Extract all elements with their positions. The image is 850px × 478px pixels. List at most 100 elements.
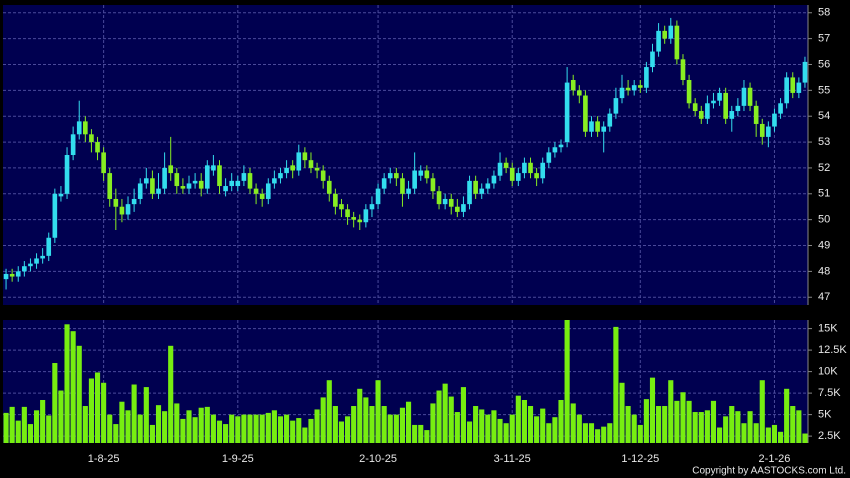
candle-body (387, 173, 393, 179)
volume-tick-label: 10K (818, 366, 838, 378)
volume-bar (76, 345, 82, 443)
candle-body (156, 188, 161, 194)
x-tick-label: 2-1-26 (759, 453, 791, 465)
candle-body (485, 183, 491, 189)
volume-bar (588, 423, 595, 443)
volume-bar (192, 417, 198, 443)
volume-bar (125, 410, 131, 443)
candle-body (412, 170, 417, 189)
candle-body (528, 162, 533, 174)
volume-bar (534, 416, 540, 443)
candle-body (70, 134, 76, 155)
candle-body (522, 162, 527, 174)
candle-body (28, 263, 33, 267)
volume-bar (94, 372, 101, 443)
candle-body (363, 209, 369, 223)
volume-bar (40, 399, 46, 443)
volume-bar (546, 423, 552, 443)
candle-body (180, 186, 186, 189)
y-tick-label: 48 (818, 265, 830, 277)
volume-bar (497, 418, 503, 443)
candle-body (101, 152, 106, 174)
candle-body (418, 170, 424, 176)
volume-bar (387, 414, 393, 443)
volume-bar (418, 424, 424, 443)
volume-bar (162, 411, 168, 443)
volume-bar (680, 392, 686, 443)
volume-bar (64, 324, 70, 443)
volume-panel (3, 320, 808, 443)
volume-bar (210, 414, 216, 443)
candle-body (400, 178, 405, 194)
candle-body (150, 178, 155, 194)
volume-bar (58, 390, 64, 443)
volume-bar (46, 415, 52, 443)
candle-body (595, 121, 600, 132)
volume-bar (381, 406, 387, 443)
candle-body (540, 162, 546, 179)
y-tick-label: 55 (818, 84, 830, 96)
volume-bar (393, 414, 399, 443)
volume-bar (345, 416, 351, 443)
candle-body (308, 160, 314, 168)
volume-bar (643, 399, 649, 443)
candle-body (644, 67, 649, 88)
volume-bar (485, 414, 491, 443)
y-tick-label: 54 (818, 110, 830, 122)
candle-body (22, 266, 27, 272)
candle-body (576, 90, 582, 96)
volume-bar (351, 406, 357, 443)
candle-body (509, 167, 515, 181)
candle-body (284, 167, 289, 174)
volume-bar (168, 345, 174, 443)
volume-bar (198, 407, 204, 443)
x-tick-label: 3-11-25 (494, 453, 531, 465)
volume-bar (674, 400, 680, 443)
candle-body (34, 258, 39, 264)
volume-bar (454, 412, 460, 443)
y-tick-label: 57 (818, 33, 830, 45)
volume-bar (149, 424, 155, 443)
candle-body (3, 273, 9, 280)
y-tick-label: 52 (818, 162, 830, 174)
candle-body (137, 183, 143, 199)
candle-body (631, 85, 637, 91)
candle-body (491, 175, 497, 184)
candle-body (735, 105, 741, 112)
volume-bar (277, 416, 284, 443)
candle-body (625, 87, 631, 91)
volume-bar (637, 424, 643, 443)
candle-body (686, 80, 692, 104)
volume-bar (790, 406, 796, 443)
volume-bar (357, 388, 363, 443)
volume-bar (412, 424, 418, 443)
volume-bar (717, 427, 723, 443)
volume-bar (796, 410, 802, 443)
volume-bar (21, 406, 27, 443)
volume-bar (479, 409, 485, 443)
volume-bar (430, 403, 436, 443)
volume-bar (515, 395, 521, 443)
x-tick-label: 1-9-25 (222, 453, 254, 465)
volume-bar (509, 414, 515, 443)
volume-bar (473, 406, 479, 443)
candle-body (680, 59, 686, 80)
candle-body (753, 105, 759, 124)
candle-body (107, 173, 113, 199)
volume-bar (692, 412, 698, 443)
volume-bar (582, 423, 588, 443)
volume-bar (503, 423, 509, 443)
volume-bar (710, 400, 717, 443)
volume-bar (759, 380, 765, 443)
candle-body (497, 162, 503, 176)
candle-body (247, 173, 253, 189)
candle-body (461, 204, 466, 212)
y-tick-label: 58 (818, 7, 830, 19)
candle-body (204, 165, 210, 189)
candle-body (564, 82, 570, 143)
candle-body (394, 173, 399, 179)
candle-body (272, 178, 277, 184)
volume-bar (424, 430, 430, 443)
volume-bar (521, 399, 527, 443)
